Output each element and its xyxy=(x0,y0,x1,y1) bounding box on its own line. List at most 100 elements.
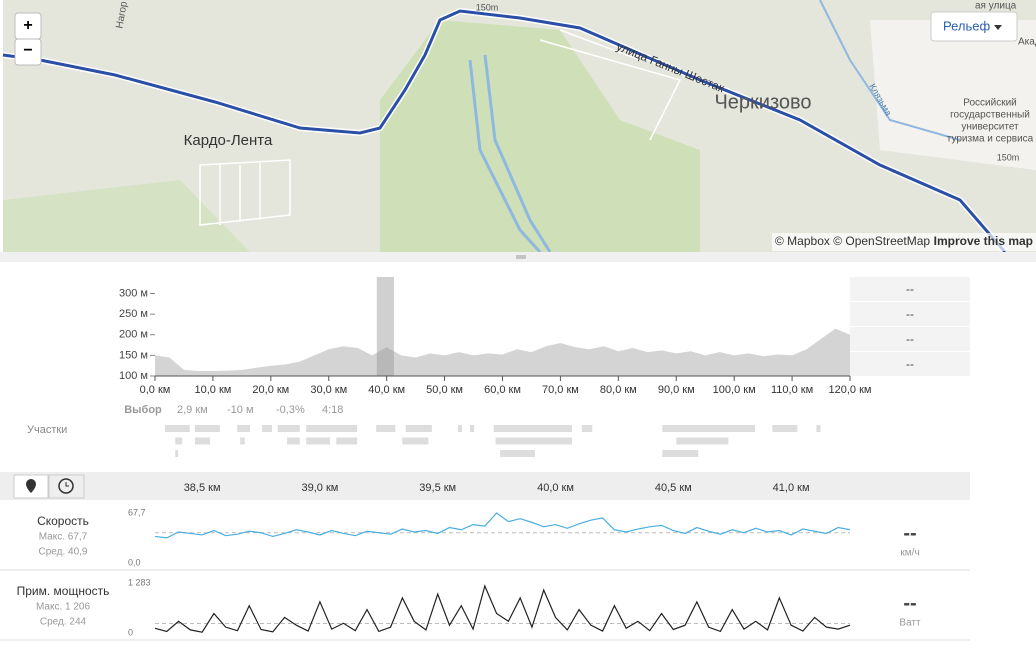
clock-hands xyxy=(65,482,69,487)
layer-label[interactable]: Рельеф xyxy=(943,18,990,33)
poi-label: Акаде xyxy=(1018,37,1036,48)
pin-icon xyxy=(26,479,36,493)
stat-value: -- xyxy=(906,282,914,296)
x-tick-label: 110,0 км xyxy=(771,384,813,396)
y-tick-label: 150 м xyxy=(119,349,148,361)
selection-stat: 2,9 км xyxy=(177,404,208,416)
road-number: 150m xyxy=(997,152,1020,162)
streets xyxy=(199,29,682,226)
x-tick-label: 100,0 км xyxy=(713,384,756,396)
stat-cell xyxy=(850,277,970,301)
y-tick-label: 100 м xyxy=(119,370,148,382)
y-tick-label: 1 283 xyxy=(128,577,151,587)
segment xyxy=(194,425,220,432)
splitter[interactable] xyxy=(0,252,1036,262)
y-tick-label: 67,7 xyxy=(128,507,146,517)
y-tick-label: 200 м xyxy=(119,329,148,341)
x-tick-label: 120,0 км xyxy=(829,384,872,396)
segments-label: Участки xyxy=(27,424,67,436)
poi-label: Российский xyxy=(963,98,1017,109)
segment xyxy=(164,425,190,432)
stat-value: -- xyxy=(906,307,914,321)
x-tick-label: 0,0 км xyxy=(140,384,171,396)
x-tick-label: 40,5 км xyxy=(655,482,692,494)
segment xyxy=(662,450,699,457)
zoom-out-btn[interactable] xyxy=(14,38,42,66)
segment xyxy=(816,425,821,432)
x-tick-label: 10,0 км xyxy=(194,384,231,396)
campus xyxy=(870,20,1036,170)
selection-stat: 4:18 xyxy=(322,404,343,416)
channel-max: Макс. 1 206 xyxy=(36,602,91,613)
unit: км/ч xyxy=(900,548,919,559)
channel-max: Макс. 67,7 xyxy=(39,532,88,543)
segment xyxy=(402,437,429,445)
pin-button[interactable] xyxy=(13,474,49,499)
zoom-in-label[interactable]: + xyxy=(23,17,32,34)
river xyxy=(819,0,961,141)
current-value: -- xyxy=(903,522,916,544)
selection xyxy=(376,277,394,376)
route xyxy=(2,9,1007,253)
x-tick-label: 41,0 км xyxy=(773,482,810,494)
segment xyxy=(277,425,300,432)
segment xyxy=(772,425,798,432)
segment xyxy=(175,437,183,445)
stat-cell xyxy=(850,302,970,326)
channel-name: Прим. мощность xyxy=(17,584,110,598)
layer-select[interactable]: Рельеф xyxy=(930,11,1018,42)
x-tick-label: 90,0 км xyxy=(658,384,695,396)
selection-stat: -10 м xyxy=(227,404,254,416)
stat-cell xyxy=(850,352,970,376)
segment xyxy=(676,437,729,445)
channel-avg: Сред. 40,9 xyxy=(39,547,88,558)
zoom-out-label[interactable]: − xyxy=(23,42,32,59)
street-label: ая улица xyxy=(975,1,1017,12)
place-label: Черкизово xyxy=(714,91,811,113)
attribution: © Mapbox © OpenStreetMap xyxy=(775,234,930,248)
poi-label: туризма и сервиса xyxy=(947,134,1034,145)
improve-link[interactable]: Improve this map xyxy=(934,234,1033,248)
segment xyxy=(581,425,593,432)
plot-bg xyxy=(155,575,850,638)
segment xyxy=(470,425,475,432)
x-tick-label: 70,0 км xyxy=(542,384,579,396)
segment xyxy=(376,425,396,432)
x-tick-label: 60,0 км xyxy=(484,384,521,396)
current-value: -- xyxy=(903,592,916,614)
zoom-in[interactable]: + xyxy=(14,12,42,40)
channel-avg: Сред. 244 xyxy=(40,617,87,628)
selection-label: Выбор xyxy=(124,404,162,416)
y-tick-label: 0,0 xyxy=(128,557,141,567)
channel-line xyxy=(154,584,851,633)
stat-value: -- xyxy=(906,332,914,346)
zoom-out[interactable]: − xyxy=(14,38,42,66)
segment xyxy=(457,425,462,432)
time-button[interactable] xyxy=(48,474,85,499)
channel-name: Скорость xyxy=(37,514,89,528)
layer-btn[interactable] xyxy=(930,11,1018,42)
segment xyxy=(175,450,179,457)
segment xyxy=(306,437,330,445)
segment xyxy=(287,437,300,445)
attribution-bg xyxy=(772,233,1036,251)
segment xyxy=(493,425,572,432)
splitter-grip xyxy=(516,255,526,259)
detail-header xyxy=(0,472,970,500)
selection-stat: -0,3% xyxy=(276,404,305,416)
x-tick-label: 40,0 км xyxy=(368,384,405,396)
road-number: 150m xyxy=(476,2,499,12)
poi-label: университет xyxy=(961,122,1019,133)
segment xyxy=(662,425,756,432)
segment xyxy=(262,425,272,432)
park xyxy=(380,20,700,252)
street-label: Нагор xyxy=(114,0,130,29)
x-tick-label: 80,0 км xyxy=(600,384,637,396)
segment xyxy=(306,425,358,432)
stat-cell xyxy=(850,327,970,351)
elevation-area xyxy=(155,328,850,376)
x-tick-label: 39,0 км xyxy=(301,482,338,494)
x-tick-label: 20,0 км xyxy=(252,384,289,396)
y-tick-label: 0 xyxy=(128,627,133,637)
